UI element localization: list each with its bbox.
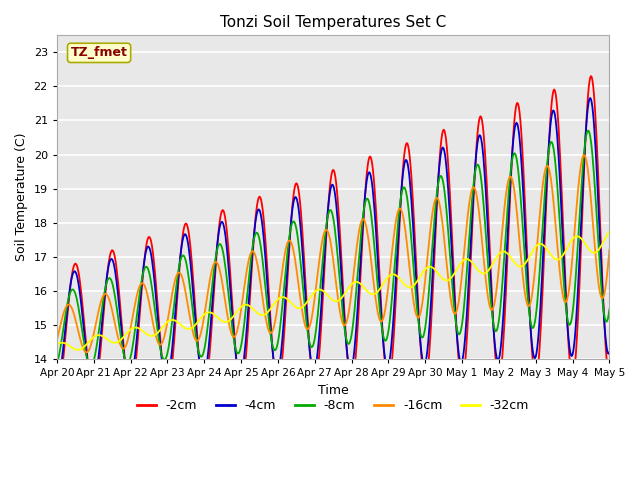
-16cm	[53, 337, 61, 343]
-4cm	[433, 199, 440, 204]
-16cm	[580, 152, 588, 158]
-32cm	[74, 347, 81, 353]
-2cm	[605, 373, 613, 379]
-8cm	[199, 352, 207, 358]
-4cm	[555, 156, 563, 162]
-32cm	[53, 342, 61, 348]
-4cm	[198, 372, 205, 378]
Legend: -2cm, -4cm, -8cm, -16cm, -32cm: -2cm, -4cm, -8cm, -16cm, -32cm	[132, 395, 534, 418]
-4cm	[174, 276, 182, 282]
-2cm	[555, 127, 563, 133]
-16cm	[605, 247, 613, 252]
-16cm	[199, 322, 207, 328]
Title: Tonzi Soil Temperatures Set C: Tonzi Soil Temperatures Set C	[220, 15, 446, 30]
-4cm	[605, 349, 613, 355]
-8cm	[605, 307, 613, 312]
Line: -16cm: -16cm	[57, 155, 609, 352]
-2cm	[378, 323, 386, 328]
-16cm	[175, 270, 182, 276]
-32cm	[325, 294, 333, 300]
-32cm	[175, 320, 182, 326]
-8cm	[87, 363, 95, 369]
-2cm	[433, 206, 440, 212]
-4cm	[378, 327, 386, 333]
-2cm	[174, 284, 182, 289]
Line: -2cm: -2cm	[57, 76, 609, 393]
Line: -8cm: -8cm	[57, 131, 609, 366]
-8cm	[53, 362, 61, 368]
-16cm	[83, 349, 91, 355]
Line: -4cm: -4cm	[57, 98, 609, 385]
-32cm	[434, 270, 442, 276]
-2cm	[587, 73, 595, 79]
-32cm	[199, 313, 207, 319]
X-axis label: Time: Time	[317, 384, 348, 396]
-8cm	[379, 332, 387, 337]
-16cm	[325, 233, 333, 239]
-32cm	[605, 228, 613, 234]
-2cm	[198, 379, 205, 385]
-8cm	[556, 216, 563, 221]
-2cm	[53, 390, 61, 396]
-16cm	[556, 266, 563, 272]
-16cm	[434, 195, 442, 201]
Line: -32cm: -32cm	[57, 231, 609, 350]
-8cm	[175, 265, 182, 271]
-32cm	[556, 256, 563, 262]
-8cm	[325, 208, 333, 214]
Y-axis label: Soil Temperature (C): Soil Temperature (C)	[15, 133, 28, 262]
-8cm	[584, 128, 592, 133]
-8cm	[434, 186, 442, 192]
-4cm	[53, 383, 61, 388]
-2cm	[324, 200, 332, 205]
-16cm	[379, 316, 387, 322]
Text: TZ_fmet: TZ_fmet	[70, 47, 127, 60]
-4cm	[324, 201, 332, 207]
-32cm	[379, 281, 387, 287]
-4cm	[586, 95, 594, 101]
